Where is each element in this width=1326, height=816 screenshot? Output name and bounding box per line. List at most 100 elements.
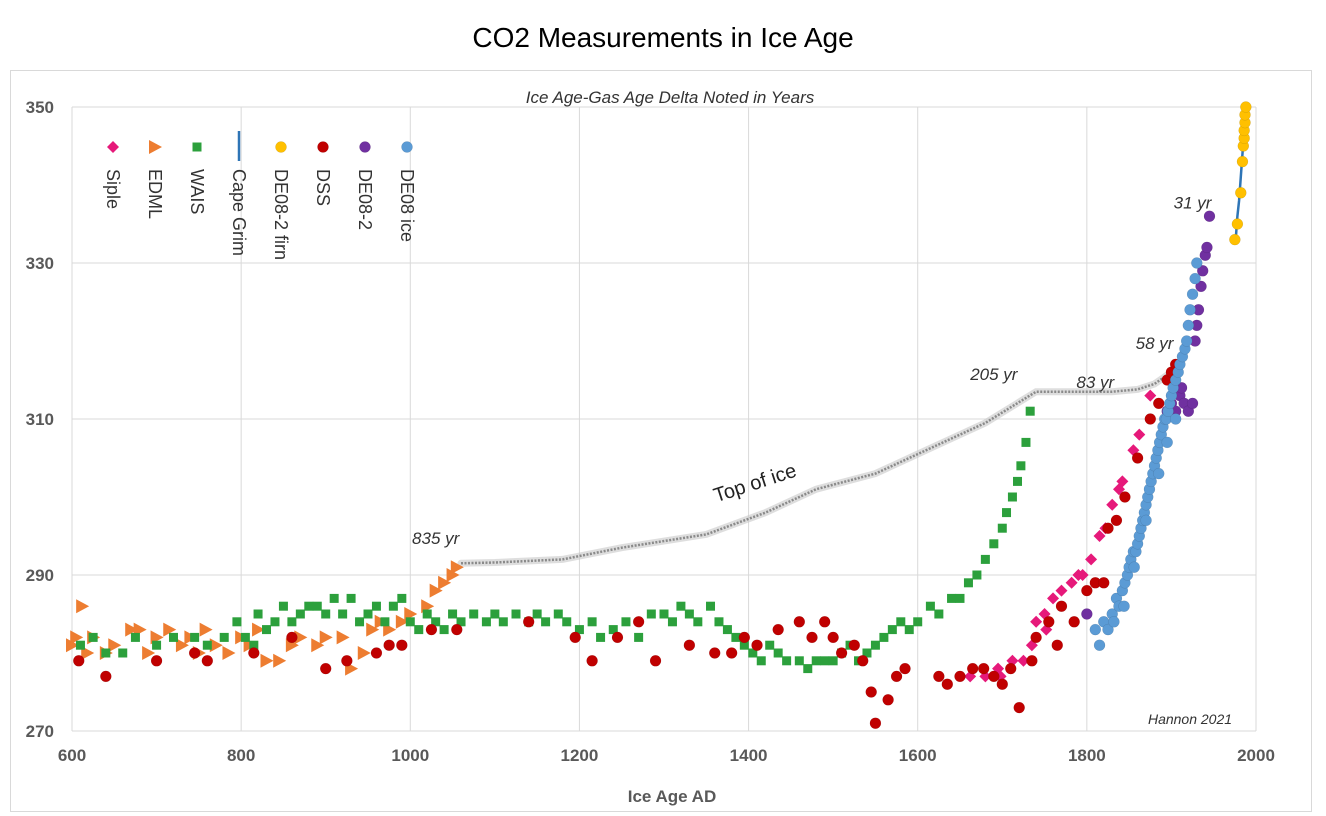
data-point (304, 601, 314, 611)
data-point (1133, 428, 1146, 441)
data-point (319, 662, 332, 675)
legend-label: EDML (145, 169, 165, 219)
data-point (1152, 397, 1165, 410)
data-point (70, 630, 84, 645)
data-point (142, 646, 156, 660)
data-point (947, 593, 957, 603)
data-point (175, 638, 189, 653)
data-point (451, 623, 463, 636)
data-point (574, 625, 584, 635)
data-point (363, 609, 373, 619)
data-point (75, 640, 85, 650)
data-point (438, 575, 452, 590)
legend-item-cape-grim: Cape Grim (229, 131, 249, 256)
series-wais (75, 406, 1035, 674)
data-point (150, 655, 163, 667)
data-point (611, 631, 624, 644)
data-point (765, 640, 775, 650)
series-siple (964, 389, 1157, 683)
data-point (818, 616, 831, 628)
data-point (108, 638, 122, 653)
data-point (1196, 265, 1209, 277)
data-point (887, 625, 897, 635)
data-point (725, 647, 738, 659)
data-point (88, 632, 98, 642)
data-point (321, 609, 331, 619)
data-point (1144, 389, 1157, 402)
data-point (490, 609, 500, 619)
data-point (249, 640, 259, 650)
legend-label: DE08-2 firn (271, 169, 291, 260)
data-point (1195, 280, 1207, 293)
data-point (431, 617, 441, 627)
data-point (1140, 514, 1152, 527)
data-point (714, 617, 724, 627)
data-point (667, 617, 677, 627)
legend-marker (359, 141, 371, 153)
legend-marker (149, 140, 162, 154)
data-point (532, 609, 542, 619)
data-point (972, 570, 982, 580)
data-point (311, 638, 325, 653)
data-point (890, 670, 903, 683)
data-point (287, 617, 297, 627)
data-point (896, 617, 906, 627)
data-point (202, 640, 212, 650)
data-point (260, 653, 274, 668)
data-point (1043, 616, 1055, 628)
data-point (219, 632, 229, 642)
data-point (731, 632, 741, 642)
data-point (1016, 461, 1026, 471)
data-point (1055, 600, 1068, 612)
data-point (446, 568, 460, 582)
data-point (450, 560, 464, 575)
data-point (100, 670, 112, 683)
data-point (553, 609, 563, 619)
data-point (1169, 413, 1182, 425)
legend-marker (192, 142, 202, 152)
data-point (684, 609, 694, 619)
data-point (1047, 592, 1060, 605)
data-point (232, 617, 242, 627)
legend-item-wais: WAIS (187, 142, 207, 214)
legend-label: DSS (313, 169, 333, 206)
data-point (1093, 639, 1106, 651)
chart-subtitle: Ice Age-Gas Age Delta Noted in Years (526, 88, 815, 107)
data-point (511, 609, 521, 619)
data-point (1201, 241, 1213, 254)
series-layer (66, 101, 1252, 729)
data-point (73, 655, 85, 667)
data-point (1235, 187, 1247, 199)
data-point (659, 609, 669, 619)
data-point (209, 638, 223, 653)
data-point (1118, 600, 1130, 612)
data-point (357, 646, 371, 660)
data-point (425, 623, 438, 636)
data-point (1065, 576, 1078, 589)
data-point (370, 647, 383, 659)
data-point (748, 648, 758, 658)
x-tick-label: 1400 (730, 746, 768, 765)
data-point (693, 617, 703, 627)
data-point (1102, 623, 1114, 636)
data-point (862, 648, 872, 658)
data-point (1231, 218, 1244, 230)
data-point (201, 655, 214, 667)
legend-marker (401, 141, 413, 153)
data-point (1186, 397, 1199, 410)
data-point (738, 631, 751, 644)
data-point (934, 609, 944, 619)
legend-marker (275, 141, 287, 153)
legend-item-dss: DSS (313, 141, 333, 206)
data-point (904, 625, 914, 635)
data-point (252, 622, 266, 637)
data-point (1089, 623, 1102, 636)
data-point (820, 656, 830, 666)
data-point (856, 655, 869, 667)
data-point (1131, 452, 1144, 464)
age-delta-label: 83 yr (1076, 373, 1115, 392)
top-of-ice-halo (457, 368, 1175, 567)
data-point (1161, 436, 1173, 449)
data-point (1128, 561, 1140, 573)
